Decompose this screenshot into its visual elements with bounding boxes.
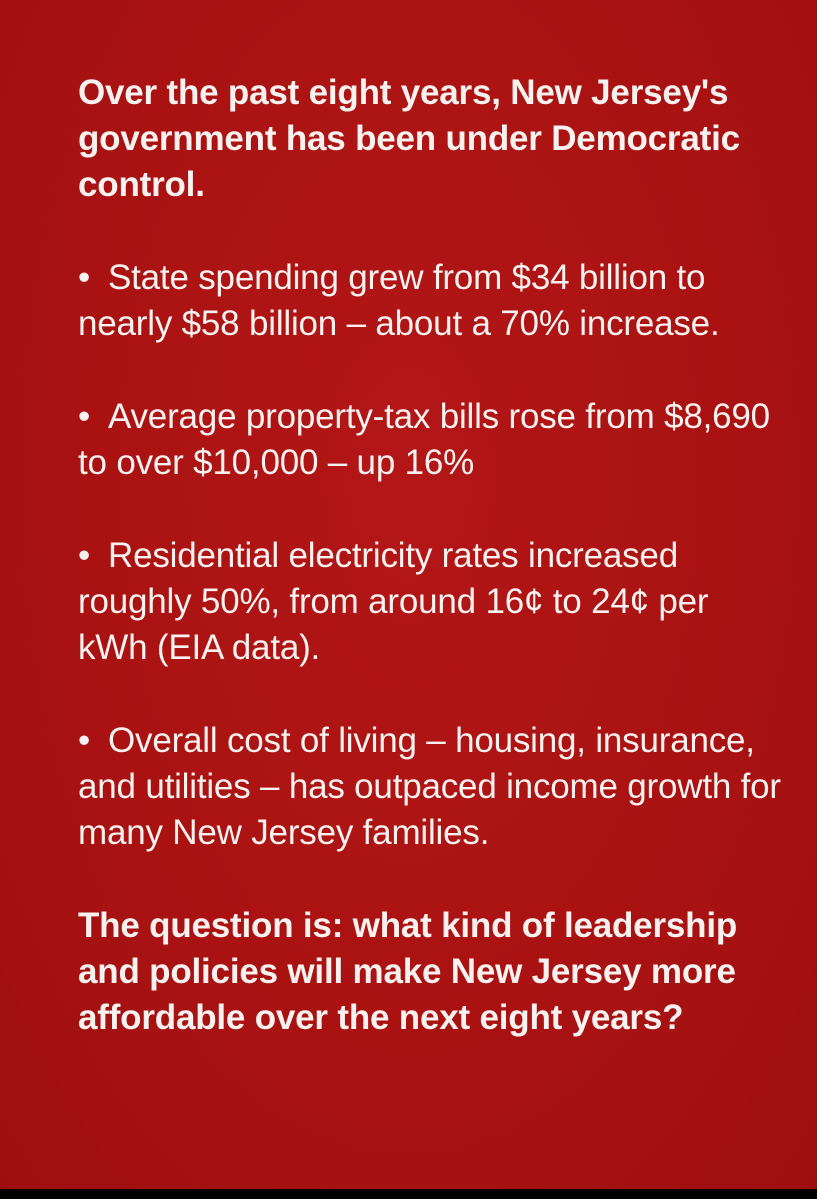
bottom-bar bbox=[0, 1189, 817, 1199]
bullet-marker: • bbox=[78, 536, 91, 575]
bullet-item-property-tax: • Average property-tax bills rose from $8… bbox=[78, 394, 787, 486]
bullet-marker: • bbox=[78, 397, 91, 436]
bullet-item-cost-of-living: • Overall cost of living – housing, insur… bbox=[78, 718, 787, 856]
bullet-text: Residential electricity rates increased … bbox=[78, 536, 709, 667]
closing-question: The question is: what kind of leadership… bbox=[78, 906, 738, 1037]
bullet-list: • State spending grew from $34 billion to… bbox=[78, 255, 787, 856]
bullet-text: Overall cost of living – housing, insura… bbox=[78, 721, 781, 852]
intro-paragraph: Over the past eight years, New Jersey's … bbox=[78, 73, 740, 204]
bullet-text: State spending grew from $34 billion to … bbox=[78, 258, 720, 343]
bullet-item-electricity: • Residential electricity rates increased… bbox=[78, 533, 787, 671]
bullet-marker: • bbox=[78, 721, 91, 760]
bullet-text: Average property-tax bills rose from $8,… bbox=[78, 397, 770, 482]
bullet-marker: • bbox=[78, 258, 91, 297]
bullet-item-spending: • State spending grew from $34 billion to… bbox=[78, 255, 787, 347]
